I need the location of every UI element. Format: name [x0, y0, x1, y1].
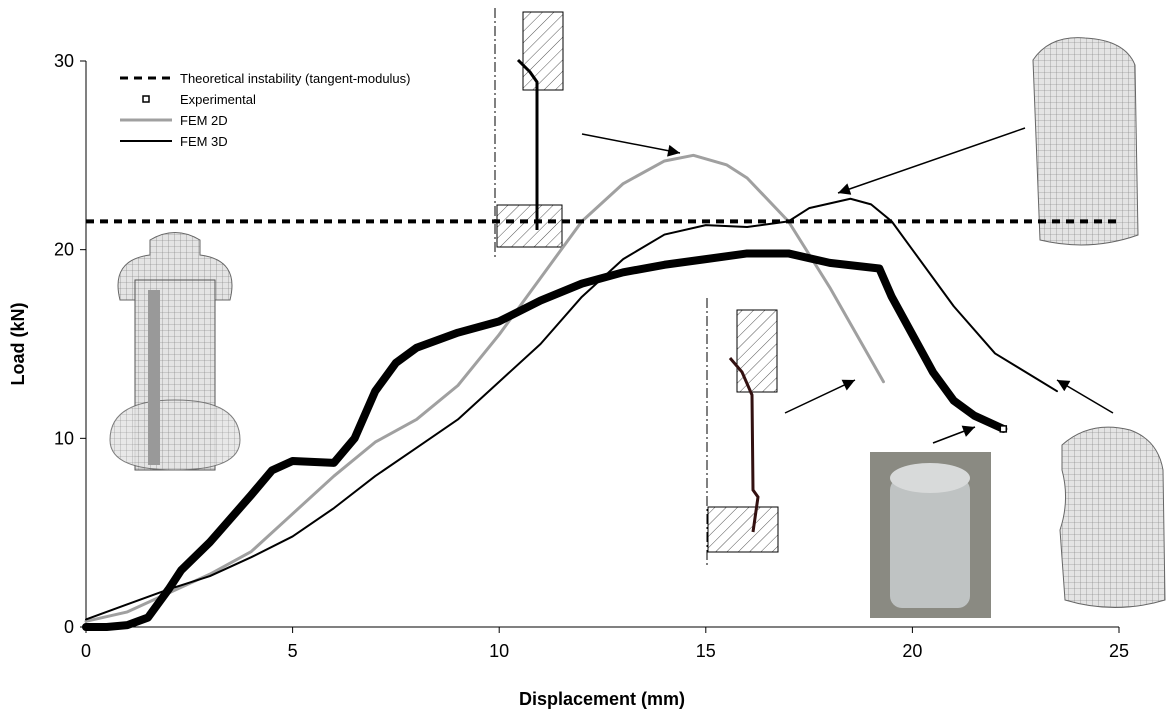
x-tick-label: 0 — [81, 641, 91, 661]
y-tick-label: 30 — [54, 51, 74, 71]
x-tick-label: 15 — [696, 641, 716, 661]
legend-label: Experimental — [180, 92, 256, 107]
legend-swatch — [142, 95, 150, 103]
x-tick-label: 20 — [902, 641, 922, 661]
illustrations — [109, 8, 1166, 618]
y-tick-label: 10 — [54, 428, 74, 448]
y-tick-label: 0 — [64, 617, 74, 637]
y-tick-label: 20 — [54, 240, 74, 260]
marker — [999, 425, 1008, 433]
x-tick-label: 5 — [288, 641, 298, 661]
series-line — [82, 249, 1008, 631]
legend-label: Theoretical instability (tangent-modulus… — [180, 71, 411, 86]
series-line — [84, 153, 885, 623]
legend-label: FEM 2D — [180, 113, 228, 128]
y-axis-label: Load (kN) — [8, 302, 28, 385]
legend-label: FEM 3D — [180, 134, 228, 149]
x-tick-label: 10 — [489, 641, 509, 661]
x-axis-label: Displacement (mm) — [519, 689, 685, 709]
x-tick-label: 25 — [1109, 641, 1129, 661]
